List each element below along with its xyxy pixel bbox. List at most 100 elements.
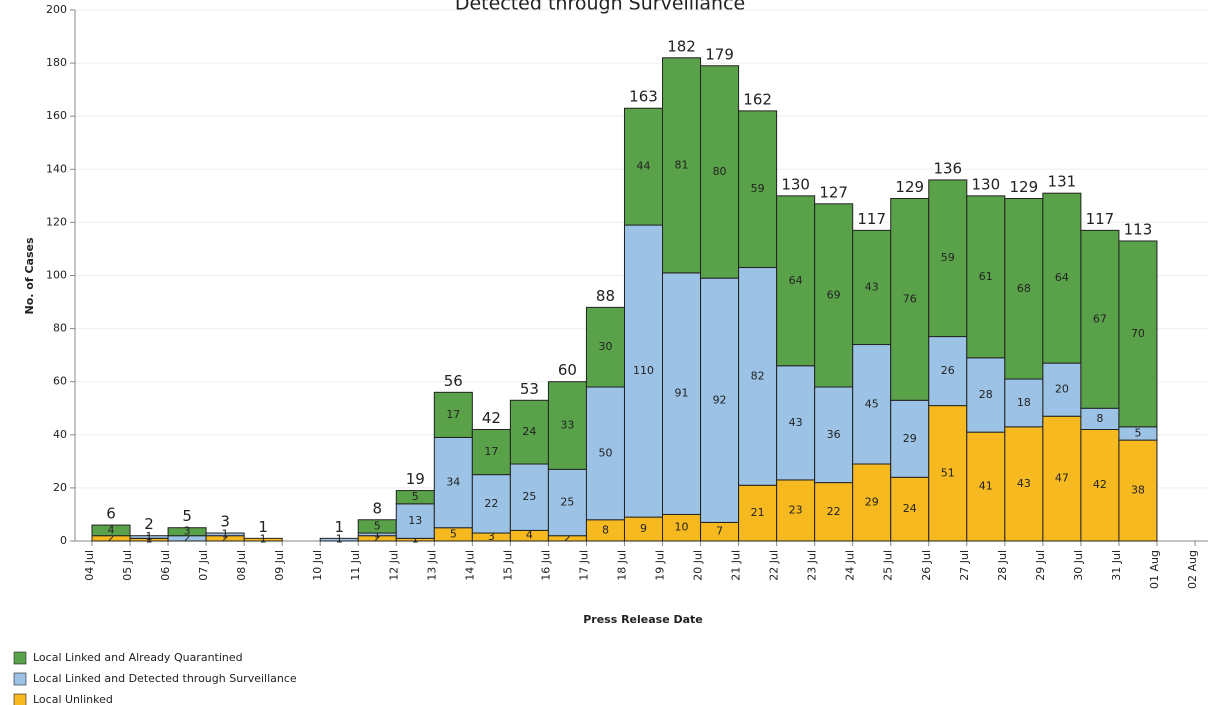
bar-segment (509, 399, 549, 465)
x-tick-label: 14 Jul (463, 550, 476, 581)
total-label: 117 (857, 210, 886, 228)
x-tick-label: 15 Jul (501, 550, 514, 581)
bar-segment (585, 386, 625, 521)
bar-segment (585, 306, 625, 388)
total-label: 131 (1048, 173, 1077, 191)
y-tick-label: 140 (46, 162, 67, 175)
segment-label: 20 (1055, 383, 1069, 396)
segment-label: 36 (827, 428, 841, 441)
segment-label: 24 (522, 425, 536, 438)
x-tick-label: 08 Jul (235, 550, 248, 581)
bar-segment (1118, 439, 1158, 542)
bar-segment (776, 479, 816, 542)
bar-segment (1004, 198, 1044, 380)
bar-segment (395, 503, 435, 539)
x-tick-label: 26 Jul (920, 550, 933, 581)
bar-segment (1080, 229, 1120, 409)
bar-segment (966, 431, 1006, 542)
legend-label: Local Linked and Detected through Survei… (33, 672, 297, 685)
total-label: 5 (182, 507, 192, 525)
total-label: 60 (558, 361, 577, 379)
segment-label: 13 (408, 514, 422, 527)
segment-label: 41 (979, 480, 993, 493)
segment-label: 67 (1093, 312, 1107, 325)
total-label: 113 (1124, 220, 1153, 238)
total-label: 3 (220, 513, 230, 531)
bar-segment (433, 391, 473, 438)
x-tick-label: 31 Jul (1110, 550, 1123, 581)
segment-label: 59 (751, 182, 765, 195)
bar-segment (205, 532, 245, 537)
segment-label: 61 (979, 270, 993, 283)
segment-label: 8 (1096, 412, 1103, 425)
legend-label: Local Linked and Already Quarantined (33, 651, 243, 664)
total-label: 19 (406, 470, 425, 488)
total-label: 42 (482, 409, 501, 427)
segment-label: 9 (640, 522, 647, 535)
segment-label: 23 (789, 503, 803, 516)
bar-segment (1118, 240, 1158, 428)
x-tick-label: 13 Jul (425, 550, 438, 581)
x-tick-label: 18 Jul (615, 550, 628, 581)
chart-title: Detected through Surveillance (455, 0, 745, 15)
segment-label: 25 (522, 490, 536, 503)
total-label: 53 (520, 380, 539, 398)
x-tick-label: 27 Jul (958, 550, 971, 581)
bar-segment (1004, 426, 1044, 542)
segment-label: 5 (374, 519, 381, 532)
bar-segment (890, 399, 930, 478)
segment-label: 17 (446, 408, 460, 421)
bar-segment (928, 336, 968, 407)
bar-segment (623, 107, 664, 226)
segment-label: 3 (488, 530, 495, 543)
bar-segment (91, 524, 131, 537)
segment-label: 43 (865, 280, 879, 293)
segment-label: 33 (560, 419, 574, 432)
x-tick-label: 16 Jul (539, 550, 552, 581)
segment-label: 1 (222, 527, 229, 540)
segment-label: 25 (560, 496, 574, 509)
bar-segment (700, 277, 740, 523)
bar-segment (547, 468, 587, 537)
x-axis-title: Press Release Date (583, 613, 703, 626)
y-tick-label: 80 (53, 322, 67, 335)
segment-label: 80 (713, 165, 727, 178)
segment-label: 21 (751, 506, 765, 519)
segment-label: 3 (184, 525, 191, 538)
segment-label: 51 (941, 466, 955, 479)
segment-label: 68 (1017, 282, 1031, 295)
y-tick-label: 100 (46, 269, 67, 282)
segment-label: 43 (1017, 477, 1031, 490)
y-tick-label: 40 (53, 428, 67, 441)
segment-label: 81 (675, 158, 689, 171)
total-label: 129 (895, 178, 924, 196)
x-tick-label: 19 Jul (654, 550, 667, 581)
total-label: 56 (444, 372, 463, 390)
segment-label: 26 (941, 364, 955, 377)
bar-segment (243, 537, 283, 542)
bar-segment (167, 527, 207, 537)
y-tick-label: 60 (53, 375, 67, 388)
segment-label: 2 (108, 531, 115, 544)
segment-label: 24 (903, 502, 917, 515)
bar-segment (776, 195, 816, 367)
segment-label: 91 (675, 387, 689, 400)
total-label: 136 (933, 159, 962, 177)
total-label: 179 (705, 45, 734, 63)
bar-segment (890, 476, 930, 542)
bar-segment (814, 203, 854, 388)
segment-label: 82 (751, 369, 765, 382)
bar-segment (662, 513, 702, 542)
x-tick-label: 02 Aug (1186, 550, 1199, 589)
total-label: 1 (258, 518, 268, 536)
bar-segment (814, 482, 854, 542)
segment-label: 1 (146, 530, 153, 543)
segment-label: 44 (637, 160, 651, 173)
x-tick-label: 23 Jul (806, 550, 819, 581)
bar-segment (928, 179, 968, 338)
x-tick-label: 30 Jul (1072, 550, 1085, 581)
segment-label: 1 (260, 533, 267, 546)
total-label: 127 (819, 183, 848, 201)
total-label: 130 (781, 175, 810, 193)
segment-label: 2 (374, 531, 381, 544)
